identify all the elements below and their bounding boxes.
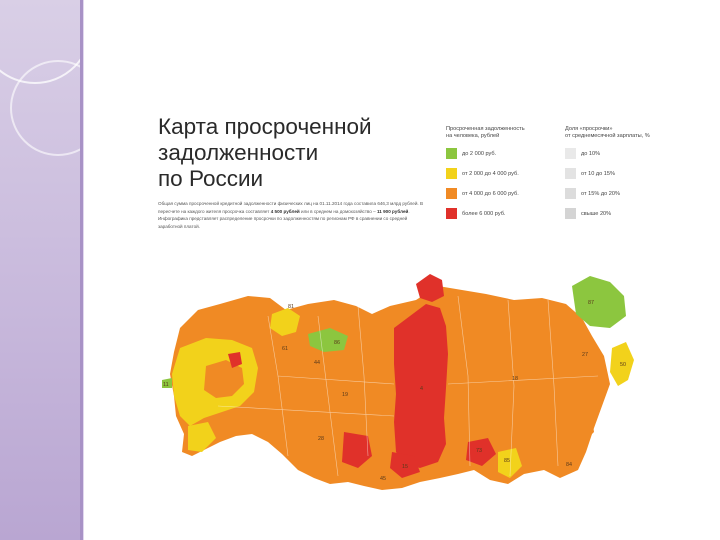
legend-item: до 10% <box>565 148 680 159</box>
map-region-west-red <box>228 352 242 368</box>
legend-swatch <box>565 208 576 219</box>
legend-debt: Просроченная задолженность на человека, … <box>446 126 558 228</box>
legend-title-line: на человека, рублей <box>446 133 500 139</box>
sidebar-divider <box>80 0 83 540</box>
legend-swatch <box>446 168 457 179</box>
legend-item: от 4 000 до 6 000 руб. <box>446 188 558 199</box>
legend-item: от 2 000 до 4 000 руб. <box>446 168 558 179</box>
legend-item: свыше 20% <box>565 208 680 219</box>
map-region-borders <box>217 295 599 477</box>
map-region-4 <box>394 304 448 468</box>
region-label: 15 <box>402 464 408 470</box>
legend-label: до 2 000 руб. <box>462 150 497 157</box>
region-label: 18 <box>512 376 518 382</box>
description-highlight: 11 900 рублей <box>376 208 409 214</box>
legend-swatch <box>446 188 457 199</box>
map-region-73 <box>466 438 496 466</box>
map-region-4-north <box>416 274 444 302</box>
legend-item: до 2 000 руб. <box>446 148 558 159</box>
region-label: 84 <box>566 462 572 468</box>
region-labels: 87 50 27 18 4 19 44 81 86 61 15 45 85 73… <box>163 300 626 482</box>
infographic-title: Карта просроченной задолженности по Росс… <box>158 114 438 192</box>
map-region-11 <box>162 378 172 388</box>
legend-label: более 6 000 руб. <box>462 210 506 217</box>
legend-swatch <box>565 168 576 179</box>
legend-swatch <box>565 188 576 199</box>
map-region-87 <box>572 276 626 328</box>
description-text: или в среднем на домохозяйство – <box>301 208 376 214</box>
legend-share-title: Доля «просрочки» от среднемесячной зарпл… <box>565 126 680 140</box>
legend-share: Доля «просрочки» от среднемесячной зарпл… <box>565 126 680 228</box>
region-label: 73 <box>476 448 482 454</box>
region-label: 85 <box>504 458 510 464</box>
region-label: 61 <box>282 346 288 352</box>
legend-label: от 2 000 до 4 000 руб. <box>462 170 519 177</box>
map-region-central-red <box>342 432 372 468</box>
legend-item: от 15% до 20% <box>565 188 680 199</box>
russia-map-svg: 87 50 27 18 4 19 44 81 86 61 15 45 85 73… <box>162 274 634 490</box>
russia-debt-map: 87 50 27 18 4 19 44 81 86 61 15 45 85 73… <box>158 256 636 496</box>
map-landmass <box>170 286 610 490</box>
region-label: 19 <box>342 392 348 398</box>
map-region-sakhalin <box>580 404 594 440</box>
legend-item: от 10 до 15% <box>565 168 680 179</box>
legend-swatch <box>446 208 457 219</box>
description-text: . Инфографика представляет распределение… <box>158 208 410 229</box>
map-region-50 <box>610 342 634 386</box>
region-label: 44 <box>314 360 320 366</box>
description-highlight: 4 500 рублей <box>270 208 300 214</box>
description-text: Общая сумма просроченной кредитной задол… <box>158 201 424 214</box>
region-label: 45 <box>380 476 386 482</box>
legend-swatch <box>446 148 457 159</box>
legend-label: свыше 20% <box>581 210 612 217</box>
sidebar-divider-thin <box>83 0 84 540</box>
map-region-south <box>188 422 216 452</box>
region-label: 27 <box>582 352 588 358</box>
legend-swatch <box>565 148 576 159</box>
legend-label: до 10% <box>581 150 601 157</box>
legend-title-line: от среднемесячной зарплаты, % <box>565 133 650 139</box>
map-region-85 <box>498 448 522 478</box>
region-label: 11 <box>163 382 169 388</box>
legend-label: от 4 000 до 6 000 руб. <box>462 190 519 197</box>
region-label: 50 <box>620 362 626 368</box>
title-line: Карта просроченной <box>158 114 372 139</box>
region-label: 86 <box>334 340 340 346</box>
title-line: по России <box>158 166 264 191</box>
legend-label: от 15% до 20% <box>581 190 620 197</box>
legend-debt-title: Просроченная задолженность на человека, … <box>446 126 558 140</box>
region-label: 28 <box>318 436 324 442</box>
map-region-86 <box>308 328 348 352</box>
map-region-northwest <box>270 308 300 336</box>
legend-title-line: Доля «просрочки» <box>565 126 613 132</box>
title-line: задолженности <box>158 140 319 165</box>
legend-title-line: Просроченная задолженность <box>446 126 525 132</box>
infographic-description: Общая сумма просроченной кредитной задол… <box>158 200 424 230</box>
region-label: 81 <box>288 304 294 310</box>
map-region-west-orange <box>204 360 244 398</box>
slide-sidebar-decoration <box>0 0 106 540</box>
region-label: 4 <box>420 386 423 392</box>
legend-item: более 6 000 руб. <box>446 208 558 219</box>
region-label: 87 <box>588 300 594 306</box>
map-region-15 <box>390 452 420 478</box>
legend-label: от 10 до 15% <box>581 170 616 177</box>
decorative-ring <box>10 60 106 156</box>
